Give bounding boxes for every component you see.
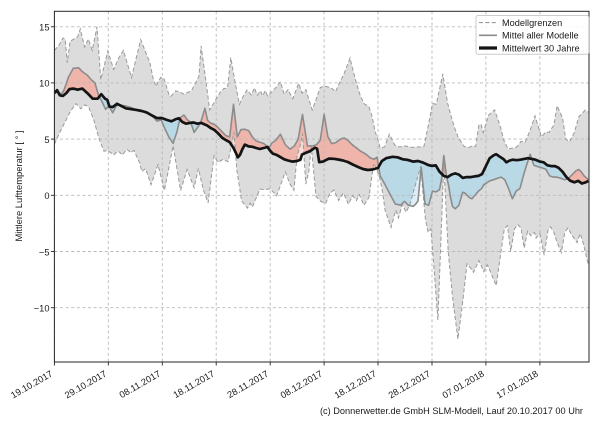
svg-text:10: 10 [39,79,49,89]
svg-text:Mittlere Lufttemperatur [ ° ]: Mittlere Lufttemperatur [ ° ] [13,130,24,241]
svg-text:−5: −5 [39,247,50,257]
svg-text:Mittelwert 30 Jahre: Mittelwert 30 Jahre [502,43,580,53]
svg-text:0: 0 [44,191,49,201]
svg-text:−10: −10 [34,304,50,314]
svg-text:Modellgrenzen: Modellgrenzen [502,18,562,28]
svg-text:5: 5 [44,135,49,145]
svg-text:15: 15 [39,23,49,33]
svg-text:(c) Donnerwetter.de GmbH SLM-M: (c) Donnerwetter.de GmbH SLM-Modell, Lau… [320,406,583,416]
svg-text:Mittel aller Modelle: Mittel aller Modelle [502,31,579,41]
